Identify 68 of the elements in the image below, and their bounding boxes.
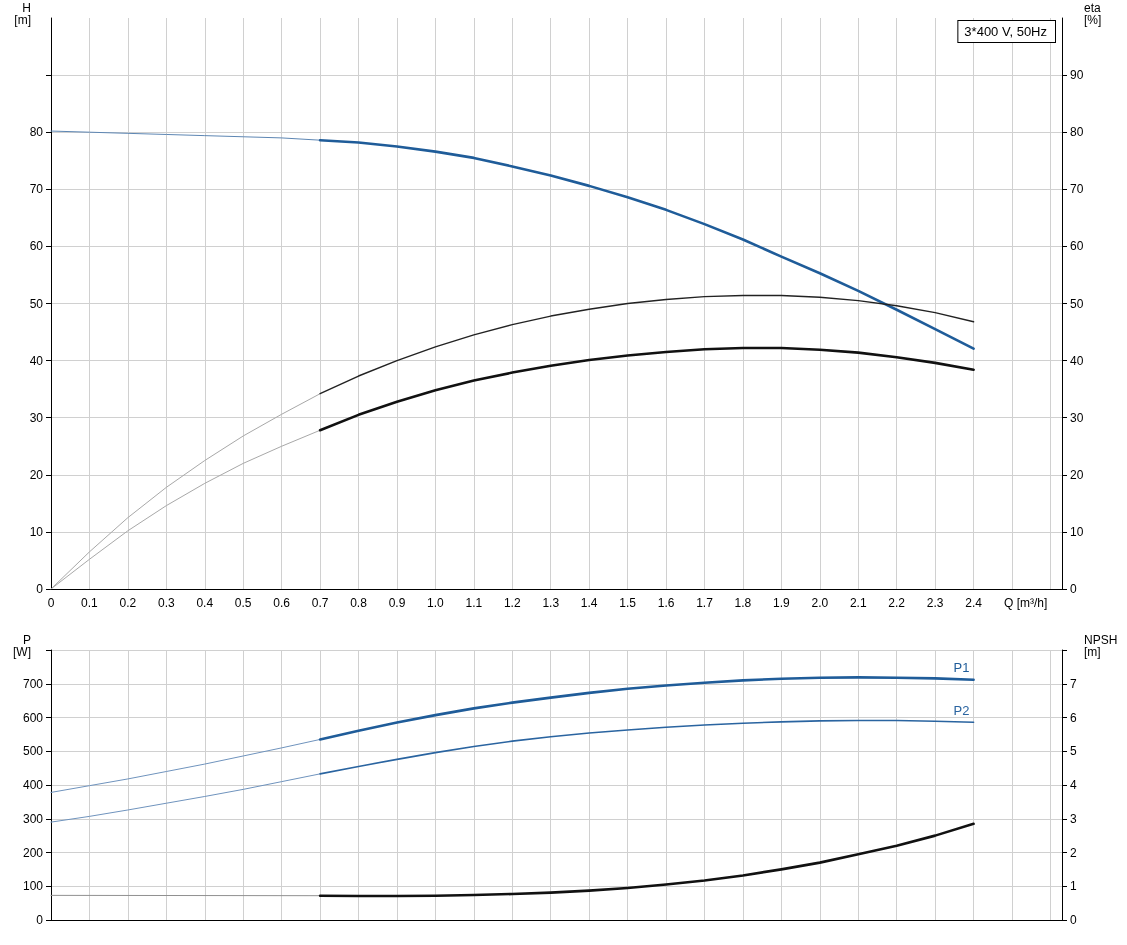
y2-tick-label: 90	[1070, 68, 1084, 83]
y-tick-label: 500	[22, 744, 44, 759]
annotation: 3*400 V, 50Hz	[964, 24, 1047, 39]
y2-tick-label: 0	[1070, 913, 1077, 927]
y2-tick-label: 60	[1070, 239, 1084, 254]
y2-axis-title: eta [%]	[1084, 1, 1102, 27]
x-tick-label: 1.7	[696, 596, 714, 610]
x-tick-label: 2.4	[965, 596, 983, 610]
y-tick-label: 300	[22, 811, 44, 826]
x-tick-label: 1.9	[773, 596, 791, 610]
y-tick-label: 700	[22, 676, 44, 691]
y2-tick-label: 2	[1070, 845, 1077, 860]
y2-axis-title: NPSH [m]	[1084, 633, 1118, 659]
x-tick-label: 1.3	[542, 596, 560, 610]
x-tick-label: 0.9	[388, 596, 406, 610]
y-tick-label: 70	[29, 182, 44, 197]
x-tick-label: 2.3	[926, 596, 944, 610]
y2-tick-label: 80	[1070, 125, 1084, 140]
x-tick-label: 1.1	[465, 596, 483, 610]
x-tick-label: 0.3	[157, 596, 175, 610]
x-axis-title: Q [m³/h]	[1004, 596, 1048, 610]
x-tick-label: 1.6	[657, 596, 675, 610]
y2-tick-label: 30	[1070, 410, 1084, 425]
y-tick-label: 50	[29, 296, 44, 311]
x-tick-label: 0.2	[119, 596, 137, 610]
y-tick-label: 400	[22, 778, 44, 792]
x-tick-label: 2.0	[811, 596, 829, 610]
y2-tick-label: 6	[1070, 710, 1077, 725]
y2-tick-label: 10	[1070, 524, 1084, 539]
y-tick-label: 0	[36, 913, 44, 927]
y2-tick-label: 20	[1070, 467, 1084, 482]
x-tick-label: 0	[47, 596, 55, 610]
y-tick-label: 200	[22, 845, 44, 860]
y-axis-title: P [W]	[13, 633, 31, 659]
x-tick-label: 0.4	[196, 596, 214, 610]
x-tick-label: 1.0	[427, 596, 445, 610]
x-tick-label: 0.5	[234, 596, 252, 610]
x-tick-label: 1.8	[734, 596, 752, 610]
series-label: P2	[953, 702, 970, 718]
y2-tick-label: 7	[1070, 676, 1077, 691]
y2-tick-label: 4	[1070, 778, 1077, 792]
y-tick-label: 60	[29, 239, 44, 254]
series-label: P1	[953, 660, 970, 676]
y2-tick-label: 3	[1070, 811, 1077, 826]
y-tick-label: 40	[29, 353, 44, 368]
y-axis-title: H [m]	[14, 1, 31, 27]
x-tick-label: 0.7	[311, 596, 329, 610]
y-tick-label: 80	[29, 125, 44, 140]
y-tick-label: 20	[29, 467, 44, 482]
y2-tick-label: 70	[1070, 182, 1084, 197]
x-tick-label: 1.4	[580, 596, 598, 610]
x-tick-label: 2.1	[849, 596, 867, 610]
y-tick-label: 0	[36, 582, 44, 596]
y-tick-label: 30	[29, 410, 44, 425]
y2-tick-label: 40	[1070, 353, 1084, 368]
x-tick-label: 0.1	[81, 596, 99, 610]
y2-tick-label: 0	[1070, 582, 1077, 596]
y2-tick-label: 50	[1070, 296, 1084, 311]
y-tick-label: 10	[29, 524, 44, 539]
x-tick-label: 0.8	[350, 596, 368, 610]
y2-tick-label: 1	[1070, 879, 1077, 894]
y2-tick-label: 5	[1070, 744, 1077, 759]
y-tick-label: 600	[22, 710, 44, 725]
x-tick-label: 0.6	[273, 596, 291, 610]
x-tick-label: 1.5	[619, 596, 637, 610]
x-tick-label: 1.2	[503, 596, 521, 610]
y-tick-label: 100	[22, 879, 44, 894]
x-tick-label: 2.2	[888, 596, 906, 610]
